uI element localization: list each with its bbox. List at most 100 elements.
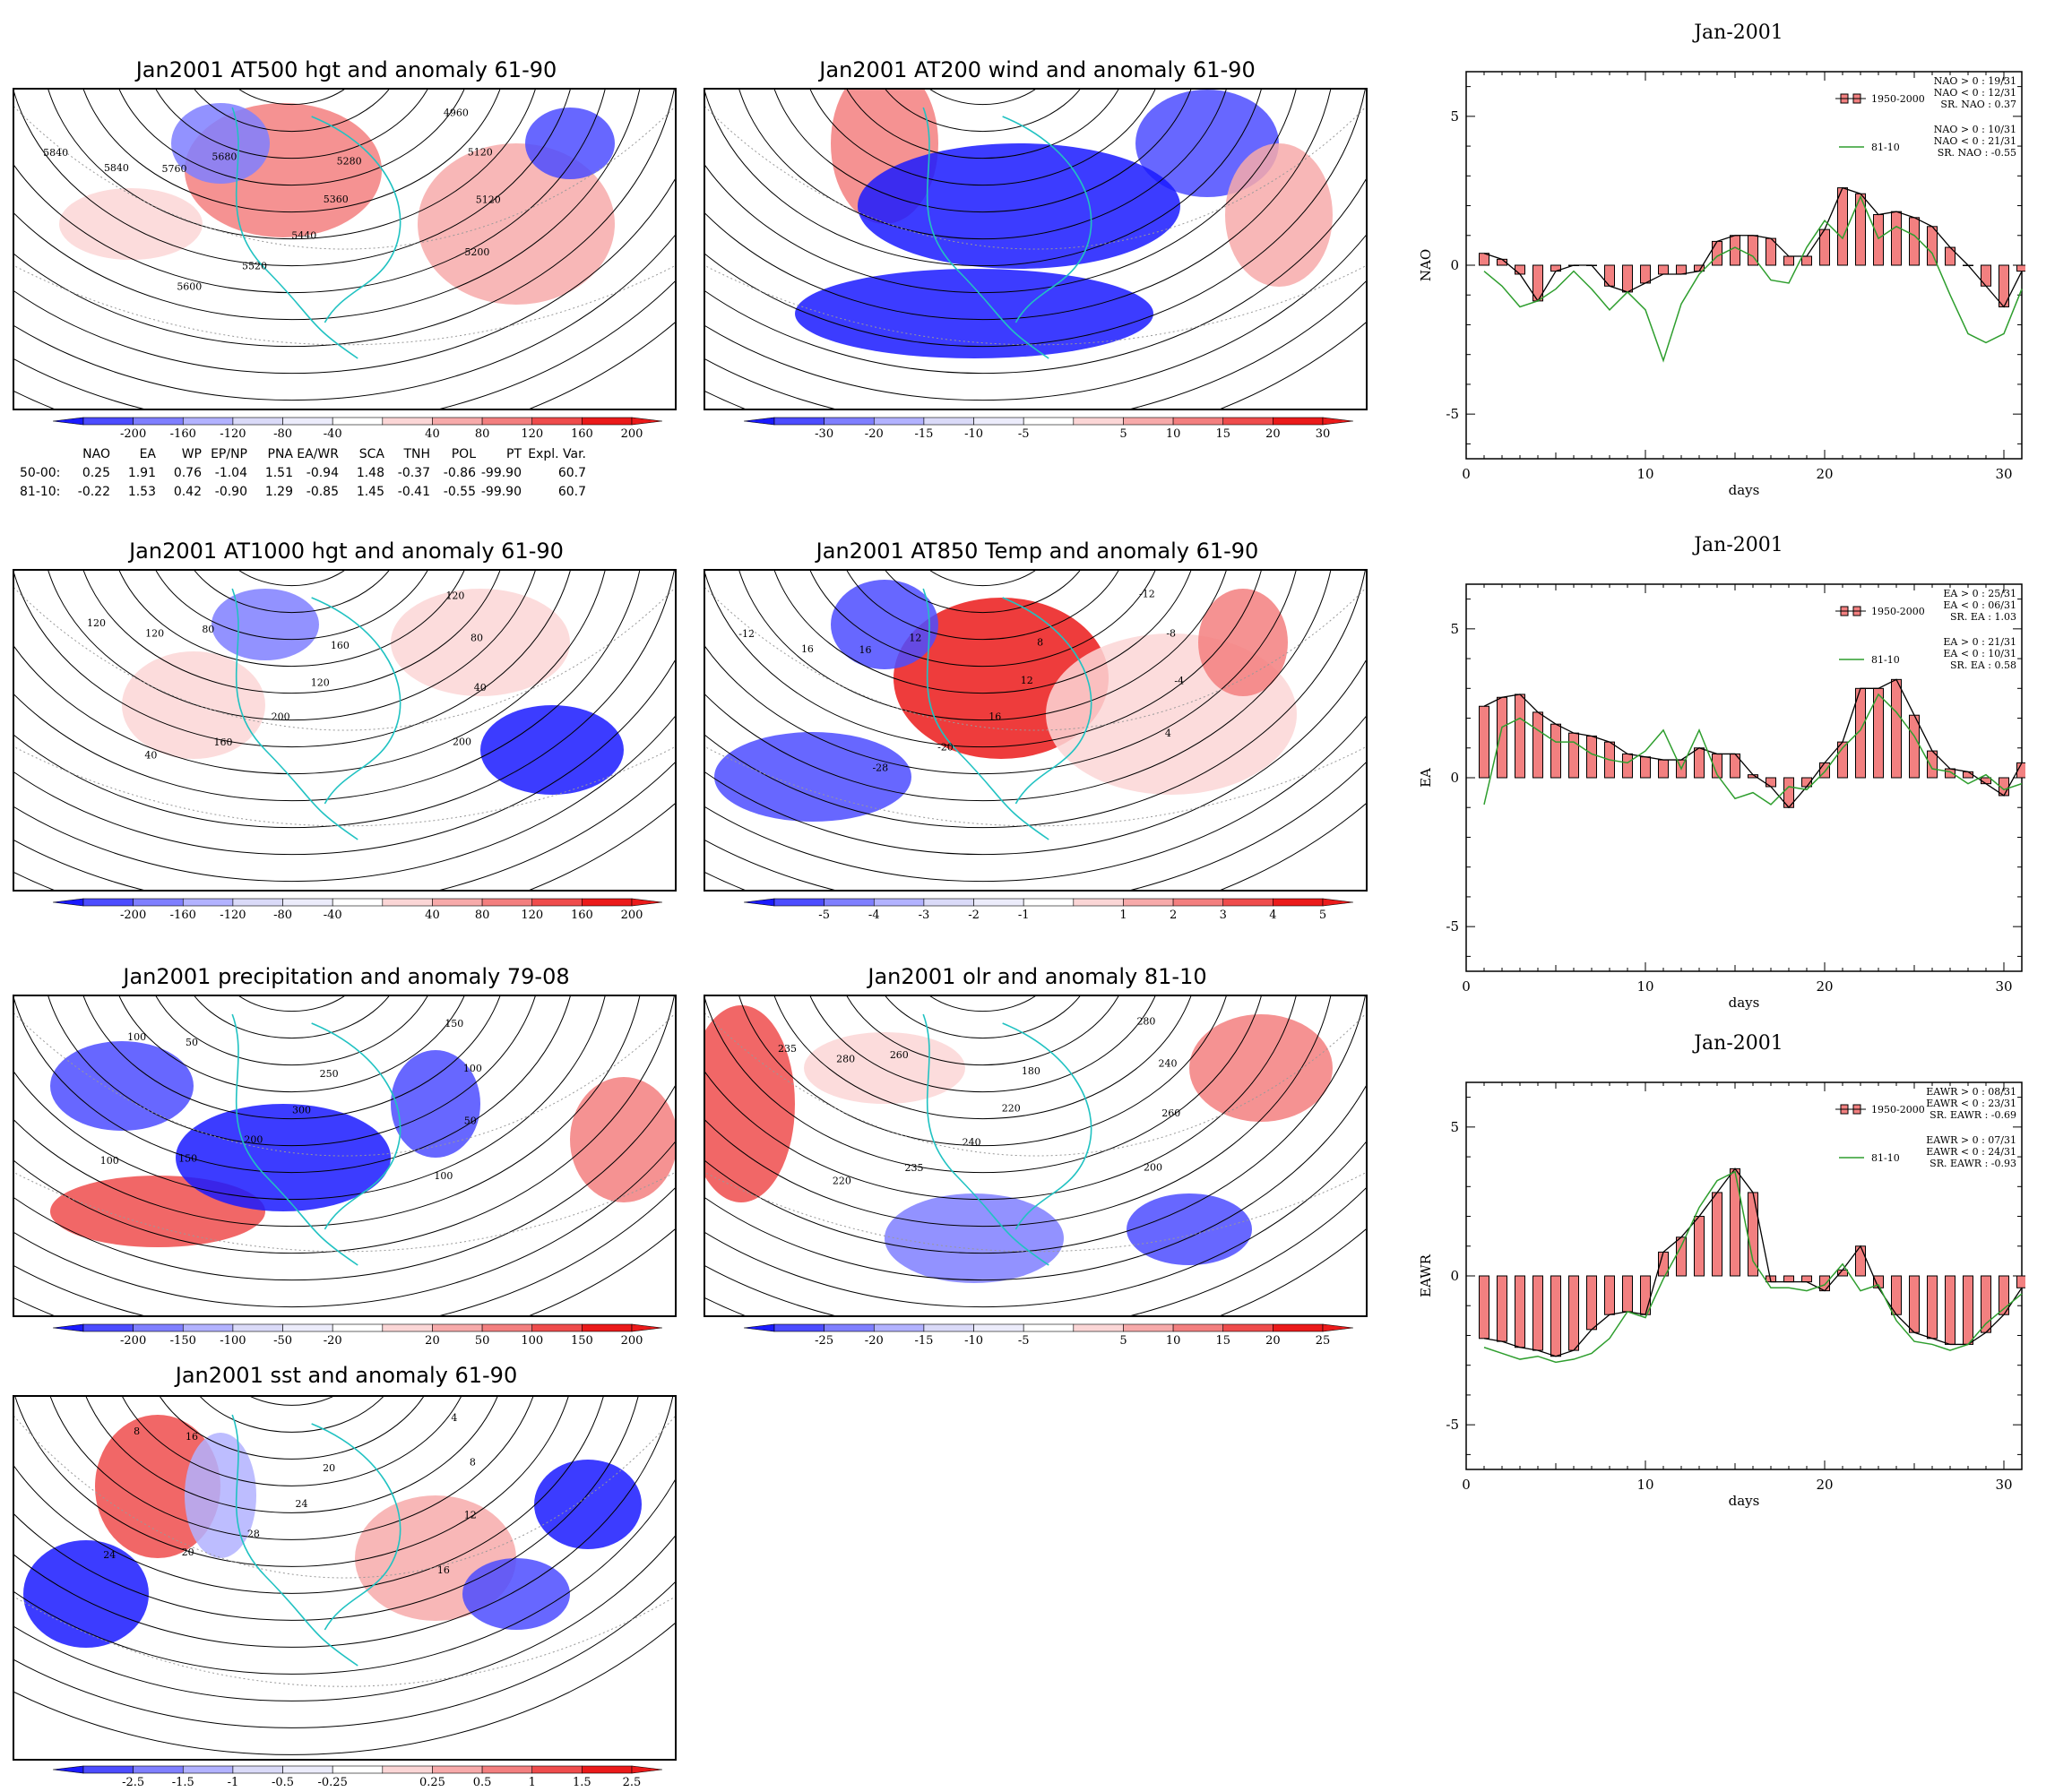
colorbar-cell <box>332 417 384 426</box>
contour-line <box>200 1397 384 1433</box>
colorbar-cell <box>182 417 234 426</box>
colorbar-tick-label: -2.5 <box>122 1776 144 1788</box>
colorbar-tick-label: 80 <box>475 909 490 920</box>
colorbar-cell <box>582 417 633 426</box>
colorbar-arrow-low <box>53 417 84 426</box>
colorbar-tick-label: -120 <box>220 427 246 439</box>
contour-label: 40 <box>144 749 157 761</box>
table-cell: 0.25 <box>82 465 110 480</box>
contour-label: 300 <box>292 1104 311 1116</box>
colorbar-cell <box>432 898 483 907</box>
y-tick-label: 0 <box>1450 1268 1459 1284</box>
colorbar-tick-label: 160 <box>571 427 593 439</box>
contour-label: -12 <box>738 628 755 640</box>
bar <box>1604 1275 1615 1315</box>
colorbar-tick-label: 2 <box>1170 909 1177 920</box>
contour-label: 260 <box>890 1049 909 1061</box>
contour-label: 5520 <box>242 260 267 271</box>
contour-line <box>705 996 1262 1174</box>
colorbar-tick-label: 200 <box>621 909 643 920</box>
contour-line <box>885 996 1081 1039</box>
colorbar-arrow-high <box>1322 898 1353 907</box>
row-label: 50-00: <box>20 465 61 480</box>
colorbar-cell <box>133 898 184 907</box>
series-line-81-10 <box>1483 693 2023 806</box>
x-tick-label: 30 <box>1995 1477 2012 1493</box>
contour-label: 40 <box>474 682 487 694</box>
contour-label: 4 <box>451 1412 457 1424</box>
contour-label: 250 <box>320 1068 339 1080</box>
x-tick-label: 10 <box>1636 1477 1653 1493</box>
chart-title: Jan-2001 <box>1694 22 1783 44</box>
bar <box>1927 1275 1938 1340</box>
colorbar-cell <box>182 1765 234 1774</box>
colorbar-tick-label: -150 <box>170 1334 196 1346</box>
contour-line <box>885 90 1081 133</box>
map-title: Jan2001 precipitation and anomaly 79-08 <box>123 964 570 989</box>
colorbar-tick-label: -100 <box>220 1334 246 1346</box>
colorbar-cell <box>232 1323 283 1332</box>
contour-line <box>705 996 1332 1228</box>
contour-label: 12 <box>1021 675 1033 686</box>
legend-stat: NAO > 0 : 19/31 <box>1934 75 2016 87</box>
colorbar-tick-label: 20 <box>1265 1334 1281 1346</box>
legend-label: 81-10 <box>1871 1152 1900 1164</box>
colorbar-cell <box>1273 417 1324 426</box>
colorbar-cell <box>824 1323 875 1332</box>
table-cell: -0.22 <box>77 484 110 499</box>
contour-line <box>14 90 606 294</box>
colorbar-cell <box>773 417 824 426</box>
contour-label: 16 <box>989 711 1001 722</box>
contour-lines <box>14 571 675 890</box>
bar <box>1730 1167 1740 1277</box>
colorbar-tick-label: 3 <box>1220 909 1227 920</box>
contour-line <box>82 996 501 1120</box>
bar <box>1586 735 1597 779</box>
contour-line <box>14 996 675 1254</box>
contour-label: 5440 <box>291 229 316 241</box>
contour-label: 50 <box>464 1116 477 1127</box>
colorbar-cell <box>973 417 1024 426</box>
colorbar-arrow-low <box>53 1765 84 1774</box>
y-tick-label: 0 <box>1450 770 1459 786</box>
coastline <box>231 1013 401 1266</box>
contour-line <box>705 1141 1366 1307</box>
chart-title: Jan-2001 <box>1694 1032 1783 1055</box>
anomaly-patch <box>570 1077 675 1202</box>
header-cell: WP <box>181 446 202 461</box>
contour-line <box>194 996 390 1039</box>
anomaly-patch <box>176 1104 391 1211</box>
series-line-81-10 <box>1483 194 2023 363</box>
bar <box>1515 264 1525 275</box>
contour-line <box>238 571 345 587</box>
colorbar-cell <box>1073 417 1124 426</box>
bar <box>1479 253 1489 266</box>
colorbar-tick-label: -30 <box>815 427 833 439</box>
legend-label: 1950-2000 <box>1871 606 1925 617</box>
contour-line <box>160 1397 424 1460</box>
contour-line <box>118 571 465 668</box>
contour-label: 12 <box>909 633 921 644</box>
contour-label: -28 <box>872 762 888 774</box>
contour-label: 240 <box>963 1136 981 1148</box>
map-panel-sst: Jan2001 sst and anomaly 61-90 4 8 12 16 20 24… <box>13 1359 680 1789</box>
y-tick-label: 5 <box>1450 621 1459 637</box>
colorbar-cell <box>1073 1323 1124 1332</box>
anomaly-patch <box>50 1041 194 1131</box>
table-cell: -0.41 <box>397 484 430 499</box>
contour-label: 24 <box>295 1498 307 1510</box>
colorbar-cell <box>873 417 925 426</box>
colorbar-arrow-low <box>744 1323 775 1332</box>
colorbar-tick-label: 15 <box>1215 427 1230 439</box>
latitude-circle <box>705 264 1366 346</box>
colorbar-cell <box>382 417 433 426</box>
contour-line <box>705 1085 1366 1280</box>
colorbar-cell <box>282 1765 333 1774</box>
legend-stat: SR. NAO : 0.37 <box>1940 99 2016 110</box>
y-axis-label: EA <box>1418 768 1434 788</box>
colorbar: -200 -160 -120 -80 -40 40 80 120 160 200 <box>53 417 662 439</box>
contour-label: 5600 <box>177 281 202 293</box>
colorbar-cell <box>133 1765 184 1774</box>
colorbar-cell <box>1123 417 1174 426</box>
table-cell: -0.94 <box>306 465 339 480</box>
